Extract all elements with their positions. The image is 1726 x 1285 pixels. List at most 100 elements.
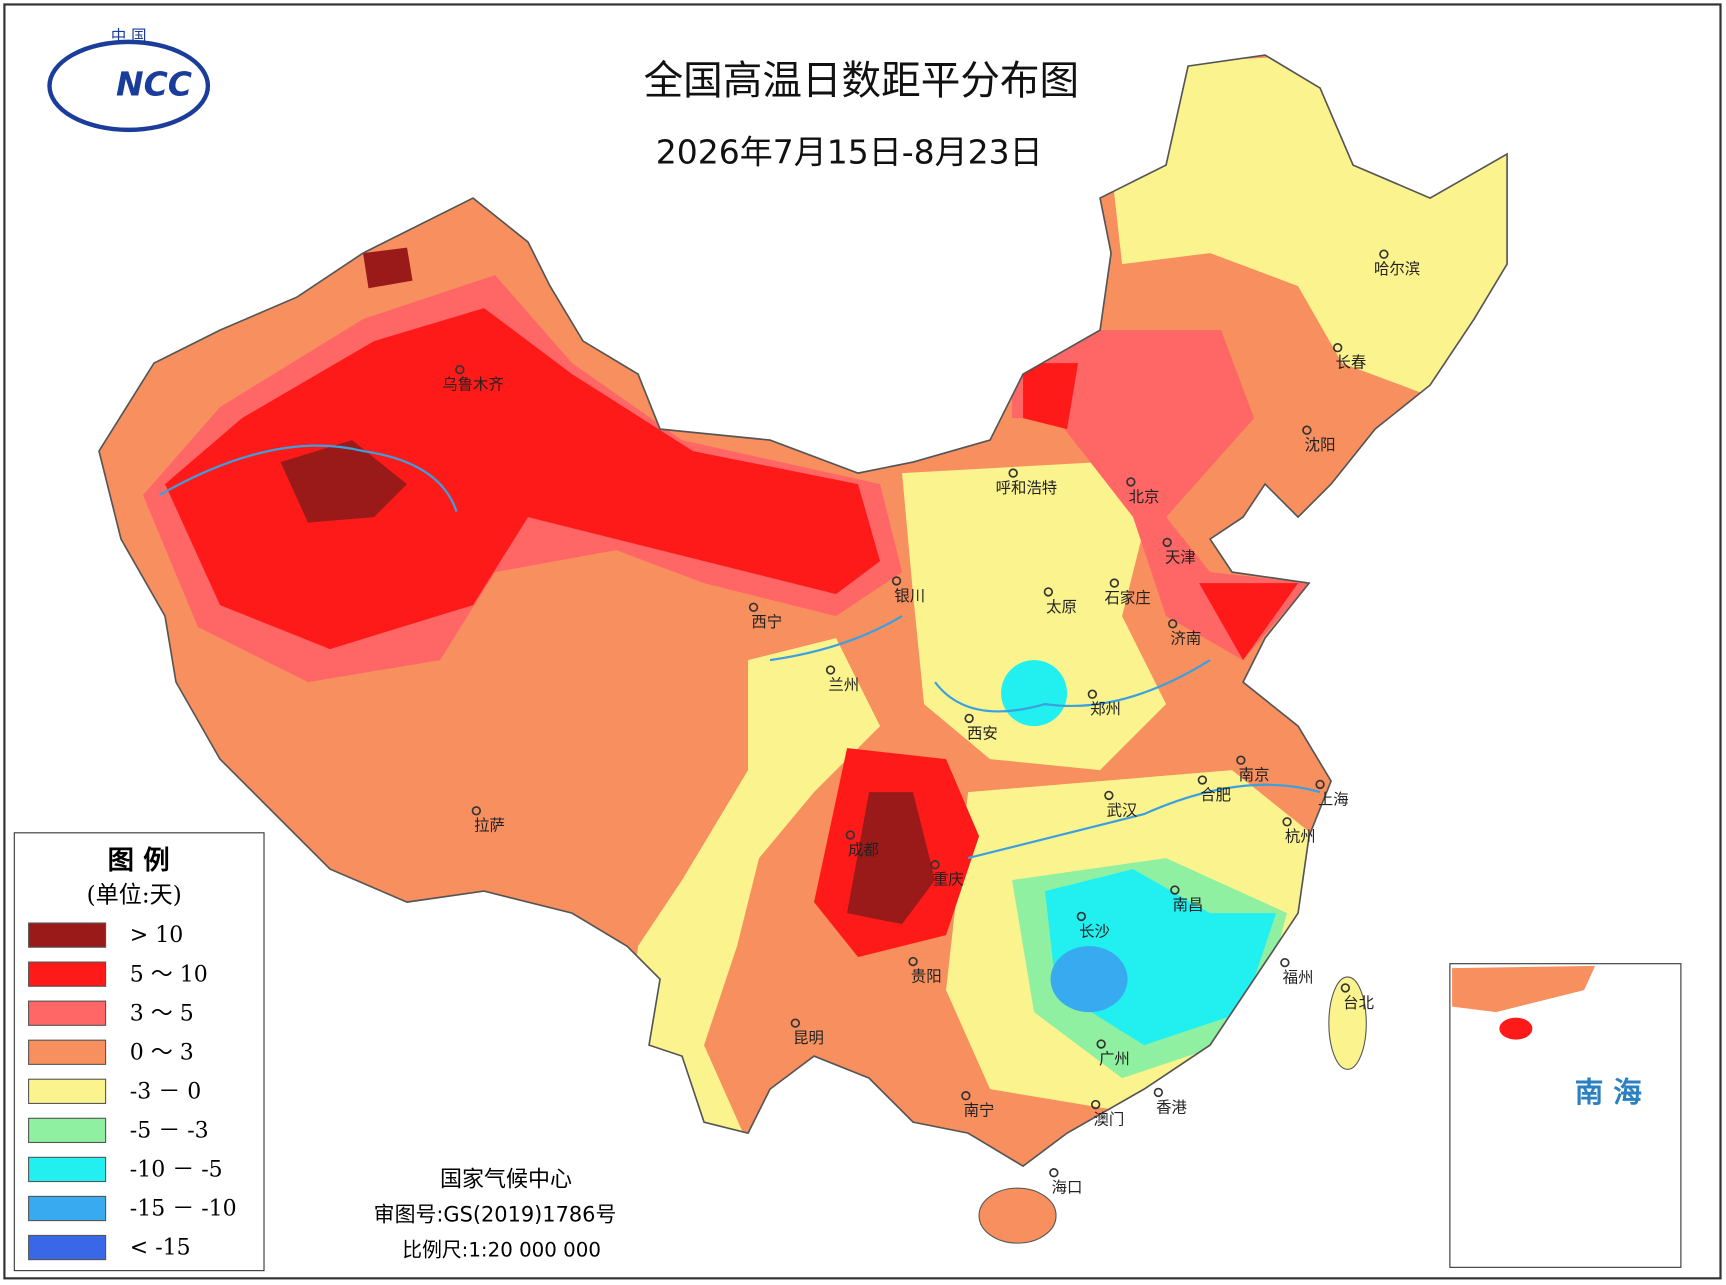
city-label: 武汉 xyxy=(1107,801,1138,819)
city-marker xyxy=(1162,537,1172,548)
region-sichuan-core xyxy=(847,792,936,925)
city-marker xyxy=(1126,477,1136,487)
city-marker xyxy=(1379,249,1389,259)
city-marker xyxy=(471,806,482,816)
city-marker xyxy=(1096,1039,1106,1049)
city-label: 银川 xyxy=(894,587,925,605)
title: 全国高温日数距平分布图 xyxy=(644,58,1080,104)
city-label: 合肥 xyxy=(1200,786,1231,804)
city-label: 南昌 xyxy=(1173,896,1204,914)
city-marker xyxy=(455,365,465,375)
inset-hainan xyxy=(1499,1017,1533,1040)
city-marker xyxy=(961,1091,971,1101)
city-label: 杭州 xyxy=(1285,828,1316,846)
legend-label: > 10 xyxy=(130,923,183,948)
city-label: 福州 xyxy=(1283,969,1314,987)
city-label: 台北 xyxy=(1343,994,1374,1012)
city-label: 海口 xyxy=(1052,1179,1083,1197)
city-label: 上海 xyxy=(1318,790,1349,808)
region-gt10-north xyxy=(363,247,413,289)
footer-approval: 审图号:GS(2019)1786号 xyxy=(374,1203,617,1227)
inset-coast xyxy=(1452,965,1596,1013)
city-label: 南宁 xyxy=(964,1102,995,1120)
hainan xyxy=(978,1187,1057,1244)
city-label: 石家庄 xyxy=(1104,589,1150,607)
city-label: 拉萨 xyxy=(474,817,505,835)
city-marker xyxy=(1282,817,1292,827)
city-marker xyxy=(1197,775,1208,785)
city-label: 香港 xyxy=(1156,1098,1187,1116)
region-blue xyxy=(1050,946,1128,1013)
region-yellow-sw xyxy=(616,638,881,1145)
logo-top: 中 国 xyxy=(111,27,147,45)
inset-box xyxy=(1449,963,1682,1268)
region-yellow-north xyxy=(902,462,1167,771)
city-label: 长沙 xyxy=(1079,922,1110,940)
city-marker xyxy=(1236,755,1246,765)
city-marker xyxy=(1076,911,1087,922)
city-label: 北京 xyxy=(1129,488,1160,506)
inset-label: 南 海 xyxy=(1575,1075,1643,1109)
legend-swatch xyxy=(28,1078,107,1104)
city-label: 太原 xyxy=(1046,598,1077,616)
city-marker xyxy=(1333,343,1343,353)
region-gt10 xyxy=(280,440,408,523)
legend-label: 0 ～ 3 xyxy=(130,1040,194,1065)
city-label: 天津 xyxy=(1165,548,1196,566)
city-label: 呼和浩特 xyxy=(996,479,1058,497)
subtitle: 2026年7月15日-8月23日 xyxy=(656,133,1043,172)
taiwan xyxy=(1328,976,1367,1070)
legend-label: -3 － 0 xyxy=(130,1079,201,1104)
city-marker xyxy=(790,1018,801,1028)
legend-label: 3 ～ 5 xyxy=(130,1001,194,1026)
city-label: 南京 xyxy=(1239,766,1270,784)
city-label: 重庆 xyxy=(933,871,964,889)
city-marker xyxy=(1087,689,1098,699)
city-label: 济南 xyxy=(1170,630,1201,648)
logo-ring xyxy=(47,39,211,133)
city-marker xyxy=(1170,885,1180,895)
legend-swatch xyxy=(28,961,107,987)
legend-label: -5 － -3 xyxy=(130,1118,209,1143)
legend-swatch xyxy=(28,1000,107,1026)
city-marker xyxy=(825,665,836,675)
city-marker xyxy=(1043,587,1054,597)
city-label: 哈尔滨 xyxy=(1374,260,1420,278)
city-marker xyxy=(1090,1099,1101,1110)
city-label: 贵阳 xyxy=(911,967,942,985)
city-marker xyxy=(908,956,918,967)
city-marker xyxy=(1049,1168,1059,1178)
city-label: 广州 xyxy=(1099,1050,1130,1068)
legend-swatch xyxy=(28,922,107,948)
legend-items: > 10 5 ～ 10 3 ～ 5 0 ～ 3 -3 － 0 -5 － -3 -10 － -… xyxy=(28,922,237,1261)
legend-label: < -15 xyxy=(130,1236,191,1261)
legend-swatch xyxy=(28,1195,107,1222)
legend-title: 图 例 xyxy=(108,845,170,876)
river xyxy=(158,444,1321,860)
legend-swatch xyxy=(28,1117,107,1144)
legend-swatch xyxy=(28,1234,107,1261)
city-label: 长春 xyxy=(1335,354,1366,372)
logo-text: NCC xyxy=(116,64,192,103)
legend-swatch xyxy=(28,1039,107,1065)
legend-unit: (单位:天) xyxy=(87,883,182,909)
city-marker xyxy=(1302,425,1312,435)
city-marker xyxy=(1280,957,1290,968)
legend-label: 5 ～ 10 xyxy=(130,962,208,987)
city-label: 郑州 xyxy=(1090,700,1121,718)
city-marker xyxy=(1104,790,1114,801)
city-label: 澳门 xyxy=(1093,1110,1124,1128)
city-marker xyxy=(1008,468,1018,478)
region-cyan-north xyxy=(1001,660,1068,727)
city-marker xyxy=(1167,619,1178,629)
legend-label: -10 － -5 xyxy=(130,1158,223,1183)
city-marker xyxy=(930,860,940,870)
city-label: 成都 xyxy=(848,841,879,859)
footer-scale: 比例尺:1:20 000 000 xyxy=(402,1238,601,1261)
footer-org: 国家气候中心 xyxy=(440,1167,572,1192)
city-marker xyxy=(891,576,902,586)
city-marker xyxy=(748,602,759,612)
legend-swatch xyxy=(28,1156,107,1183)
